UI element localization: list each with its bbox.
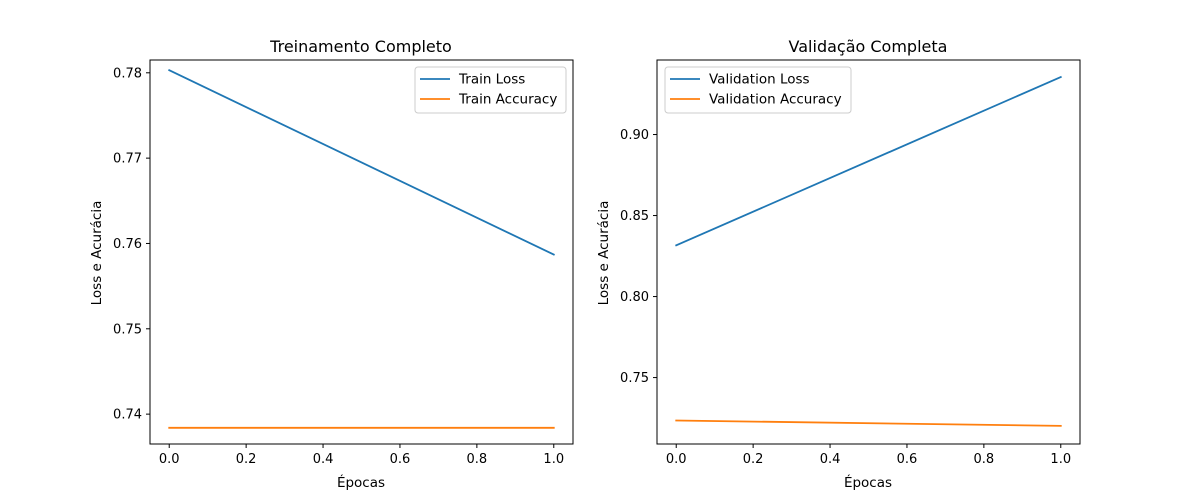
series-line-train-loss (168, 69, 555, 256)
train-y-tick-label: 0.75 (113, 322, 142, 337)
validation-lines (675, 75, 1062, 427)
validation-axes-frame (656, 59, 1081, 445)
legend-label-validation-loss: Validation Loss (709, 72, 810, 88)
validation-x-tick-label: 0.8 (974, 452, 995, 467)
validation-x-tick-label: 0.0 (666, 452, 687, 467)
train-x-tick-label: 0.6 (390, 452, 411, 467)
validation-chart-title: Validação Completa (789, 37, 948, 56)
panel-validation: Validação Completa Épocas Loss e Acuráci… (596, 37, 1081, 491)
train-legend-box (414, 66, 567, 114)
train-x-tick-label: 0.4 (313, 452, 334, 467)
train-x-tick-label: 0.0 (159, 452, 180, 467)
validation-y-tick-label: 0.85 (620, 209, 649, 224)
legend-label-train-loss: Train Loss (458, 72, 525, 88)
train-x-tick-label: 1.0 (543, 452, 564, 467)
train-ticks: 0.0 0.2 0.4 0.6 0.8 1.0 0.74 0.75 0.76 0.77 0.78 (113, 66, 564, 467)
validation-x-axis-label: Épocas (844, 474, 892, 491)
train-axes-frame (149, 59, 574, 445)
train-y-tick-label: 0.76 (113, 237, 142, 252)
panel-train: Treinamento Completo Épocas Loss e Acurá… (89, 37, 574, 491)
validation-x-tick-label: 0.4 (820, 452, 841, 467)
validation-x-tick-label: 0.2 (743, 452, 764, 467)
train-y-tick-label: 0.78 (113, 66, 142, 81)
train-x-tick-label: 0.8 (467, 452, 488, 467)
train-lines (168, 69, 555, 429)
train-y-tick-label: 0.74 (113, 408, 142, 423)
validation-ticks: 0.0 0.2 0.4 0.6 0.8 1.0 0.75 0.80 0.85 0.90 (620, 128, 1071, 467)
validation-legend-box (664, 66, 852, 114)
legend-label-validation-accuracy: Validation Accuracy (709, 92, 842, 108)
train-chart-title: Treinamento Completo (269, 37, 452, 56)
validation-y-tick-label: 0.75 (620, 371, 649, 386)
validation-legend: Validation Loss Validation Accuracy (664, 66, 852, 114)
series-line-validation-loss (675, 75, 1062, 247)
validation-y-tick-label: 0.80 (620, 290, 649, 305)
train-legend: Train Loss Train Accuracy (414, 66, 567, 114)
validation-x-tick-label: 1.0 (1050, 452, 1071, 467)
train-x-axis-label: Épocas (337, 474, 385, 491)
train-x-tick-label: 0.2 (236, 452, 257, 467)
train-y-axis-label: Loss e Acurácia (89, 201, 105, 306)
validation-y-tick-label: 0.90 (620, 128, 649, 143)
validation-y-axis-label: Loss e Acurácia (596, 201, 612, 306)
legend-label-train-accuracy: Train Accuracy (458, 92, 557, 108)
series-line-validation-accuracy (675, 419, 1062, 427)
train-y-tick-label: 0.77 (113, 152, 142, 167)
validation-x-tick-label: 0.6 (897, 452, 918, 467)
